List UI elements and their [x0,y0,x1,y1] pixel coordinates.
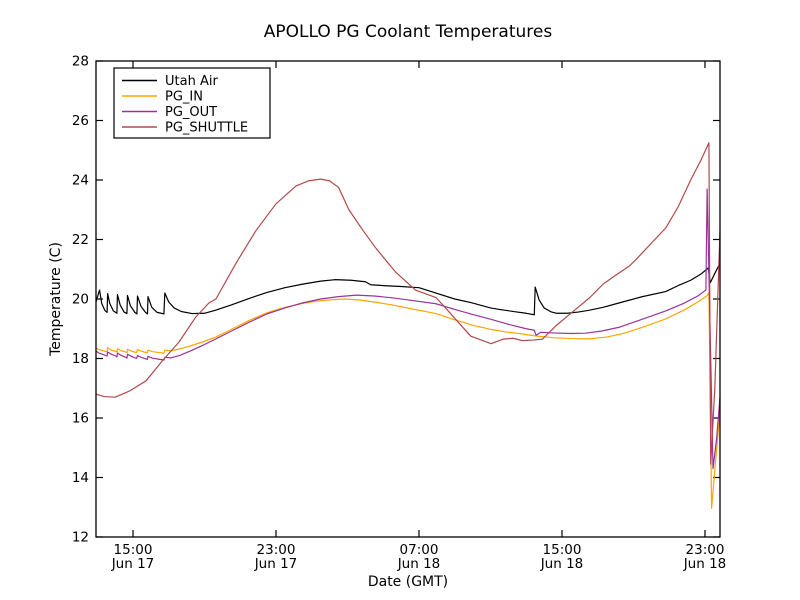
y-tick-label: 26 [72,113,89,129]
legend-entry-pg-out: PG_OUT [122,105,217,120]
series-line-pg-shuttle [95,142,721,465]
series-line-utah-air [95,263,721,316]
y-tick-label: 18 [72,351,89,367]
series-line-pg-in [95,291,721,510]
x-tick-label-date: Jun 18 [683,556,727,572]
y-tick-label: 28 [72,54,89,70]
x-tick-label-time: 15:00 [114,542,153,558]
x-tick-label-time: 15:00 [543,542,582,558]
series-line-pg-out [95,188,721,470]
x-tick-label-time: 23:00 [686,542,725,558]
x-tick-label-date: Jun 17 [111,556,155,572]
y-axis-label: Temperature (C) [48,242,64,357]
y-tick-label: 16 [72,411,89,427]
legend-entry-label: PG_OUT [165,105,217,120]
x-tick-label-date: Jun 18 [397,556,441,572]
chart-title: APOLLO PG Coolant Temperatures [264,22,553,42]
x-tick-label-time: 23:00 [257,542,296,558]
x-tick-label-date: Jun 17 [254,556,298,572]
y-tick-label: 22 [72,232,89,248]
legend-entry-utah-air: Utah Air [122,74,218,89]
x-axis-label: Date (GMT) [368,574,448,590]
legend-entry-label: Utah Air [165,74,218,89]
y-tick-label: 20 [72,292,89,308]
y-tick-label: 12 [72,530,89,546]
legend-entry-pg-in: PG_IN [122,90,203,105]
legend-entry-pg-shuttle: PG_SHUTTLE [122,121,248,136]
x-tick-label-time: 07:00 [400,542,439,558]
x-tick-label-date: Jun 18 [540,556,584,572]
y-tick-label: 24 [72,173,89,189]
legend-entry-label: PG_IN [165,90,203,105]
y-tick-label: 14 [72,470,89,486]
legend-entry-label: PG_SHUTTLE [165,121,248,136]
plot-frame [95,60,721,538]
